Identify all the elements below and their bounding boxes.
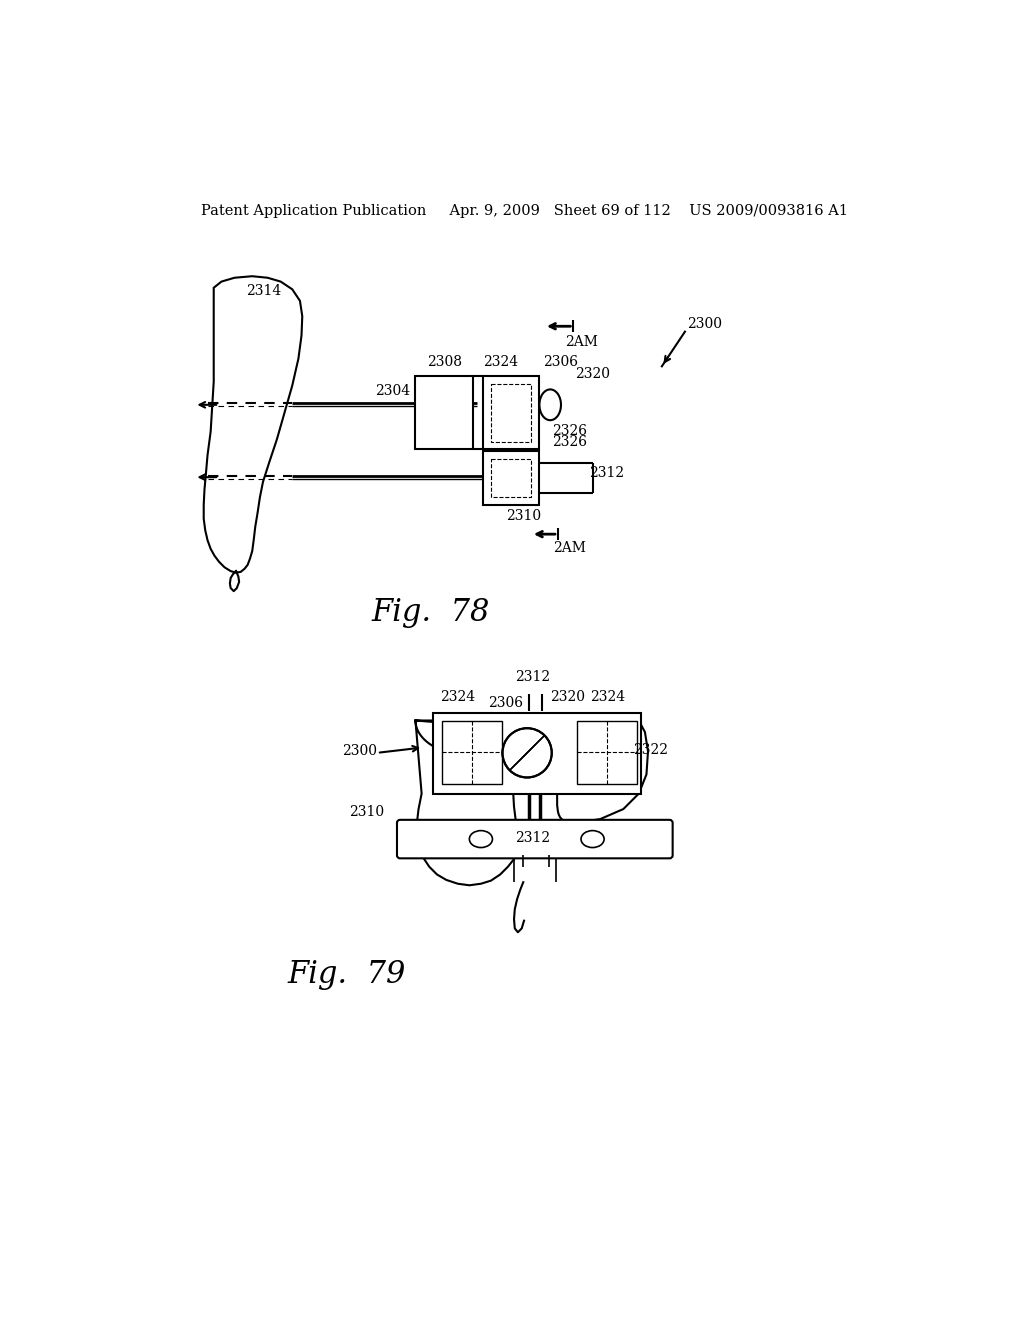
Text: Fig.  79: Fig. 79 [287, 960, 406, 990]
Bar [416, 376, 473, 449]
Text: 2300: 2300 [687, 317, 722, 331]
Text: 2AM: 2AM [553, 541, 586, 554]
Text: 2314: 2314 [246, 284, 282, 298]
FancyBboxPatch shape [397, 820, 673, 858]
Text: 2326: 2326 [552, 424, 587, 438]
Text: 2304: 2304 [375, 384, 410, 397]
Text: 2326: 2326 [552, 434, 587, 449]
Bar [442, 721, 503, 784]
Text: Patent Application Publication     Apr. 9, 2009   Sheet 69 of 112    US 2009/009: Patent Application Publication Apr. 9, 2… [202, 203, 848, 218]
Bar [490, 459, 531, 498]
Text: 2320: 2320 [551, 690, 586, 705]
Text: 2310: 2310 [506, 510, 541, 524]
Circle shape [503, 729, 552, 777]
Polygon shape [416, 721, 648, 886]
Text: 2324: 2324 [482, 355, 518, 370]
Text: 2AM: 2AM [564, 335, 597, 348]
Bar [483, 376, 539, 449]
Text: 2300: 2300 [342, 744, 378, 758]
Text: 2312: 2312 [589, 466, 624, 479]
Bar [433, 713, 641, 793]
Bar [483, 451, 539, 504]
Text: 2308: 2308 [427, 355, 462, 370]
Bar [578, 721, 637, 784]
Text: 2322: 2322 [633, 743, 668, 756]
Text: 2310: 2310 [349, 805, 385, 820]
Ellipse shape [469, 830, 493, 847]
Text: 2320: 2320 [575, 367, 610, 381]
Text: 2306: 2306 [543, 355, 578, 370]
Text: Fig.  78: Fig. 78 [372, 597, 490, 628]
Bar [490, 384, 531, 442]
Text: 2306: 2306 [488, 696, 523, 710]
Ellipse shape [540, 389, 561, 420]
Text: 2324: 2324 [591, 690, 626, 705]
Text: 2312: 2312 [515, 669, 550, 684]
Text: 2324: 2324 [440, 690, 475, 705]
Polygon shape [204, 276, 302, 573]
Ellipse shape [581, 830, 604, 847]
Text: 2312: 2312 [515, 830, 550, 845]
